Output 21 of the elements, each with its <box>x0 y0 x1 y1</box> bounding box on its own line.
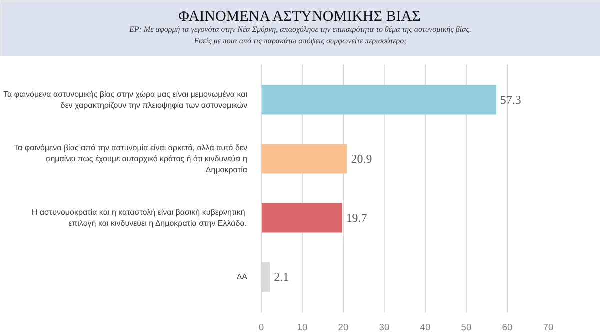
y-tick-label: ΔΑ <box>236 272 248 282</box>
x-tick-label: 70 <box>543 322 554 332</box>
data-label: 57.3 <box>500 92 522 107</box>
data-label: 20.9 <box>351 152 372 166</box>
data-label: 19.7 <box>346 211 368 226</box>
y-tick-label: Τα φαινόμενα αστυνομικής βίας στην χώρα μας είναι μεμονωμένα και δεν χαρακτηρίζουν την πλειοψηφία των αστυνομικών <box>4 90 248 110</box>
x-tick-label: 0 <box>258 322 264 332</box>
x-tick-label: 50 <box>461 322 472 332</box>
bar <box>262 203 342 233</box>
bar <box>262 85 496 115</box>
x-tick-label: 30 <box>379 322 390 332</box>
x-tick-label: 20 <box>338 322 349 332</box>
bar <box>262 144 348 174</box>
x-tick-label: 60 <box>502 322 513 332</box>
y-tick-label: Τα φαινόμενα βίας από την αστυνομία είναι αρκετά, αλλά αυτό δεν σημαίνει πως έχουμε αυταρχικό κράτος ή ότι κινδυνεύει η Δημοκρατία <box>14 144 248 174</box>
chart-subtitle: ΕΡ: Με αφορμή τα γεγονότα στην Νέα Σμύρνη, απασχόλησε την επικαιρότητα το θέμα της αστυνομικής βίας. Εσείς με ποια από τις παρακάτω απόψεις συμφωνείτε περισσότερο; <box>128 25 472 46</box>
y-tick-label: Η αστυνομοκρατία και η καταστολή είναι βασική κυβερνητική επιλογή και κινδυνεύει η Δημοκρατία στην Ελλάδα. <box>32 208 248 228</box>
data-label: 2.1 <box>274 270 290 284</box>
x-tick-label: 10 <box>297 322 308 332</box>
chart-title: ΦΑΙΝΟΜΕΝΑ ΑΣΤΥΝΟΜΙΚΗΣ ΒΙΑΣ <box>178 8 421 25</box>
x-tick-label: 40 <box>420 322 431 332</box>
